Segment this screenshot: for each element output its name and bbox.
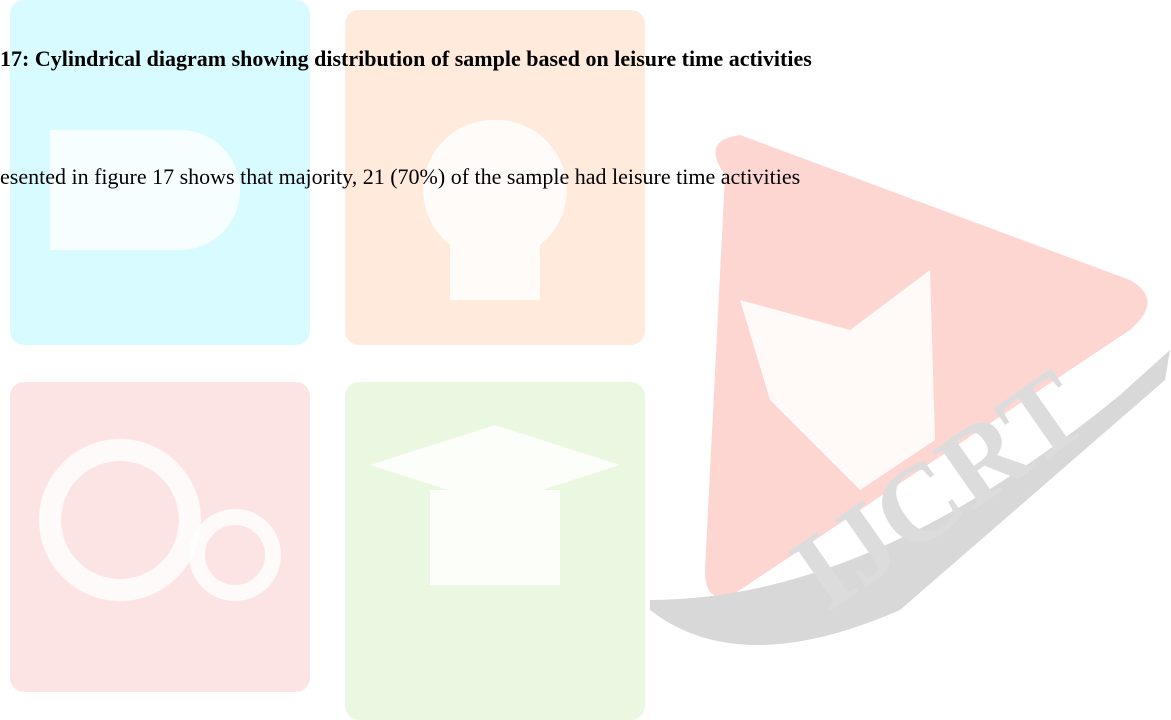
- wm-icon: [50, 130, 240, 250]
- heading: 17: Cylindrical diagram showing distribu…: [0, 46, 812, 72]
- watermark: IJCRT: [0, 0, 1171, 720]
- paragraph: esented in figure 17 shows that majority…: [0, 164, 800, 190]
- page: IJCRT 17: Cylindrical diagram showing di…: [0, 0, 1171, 720]
